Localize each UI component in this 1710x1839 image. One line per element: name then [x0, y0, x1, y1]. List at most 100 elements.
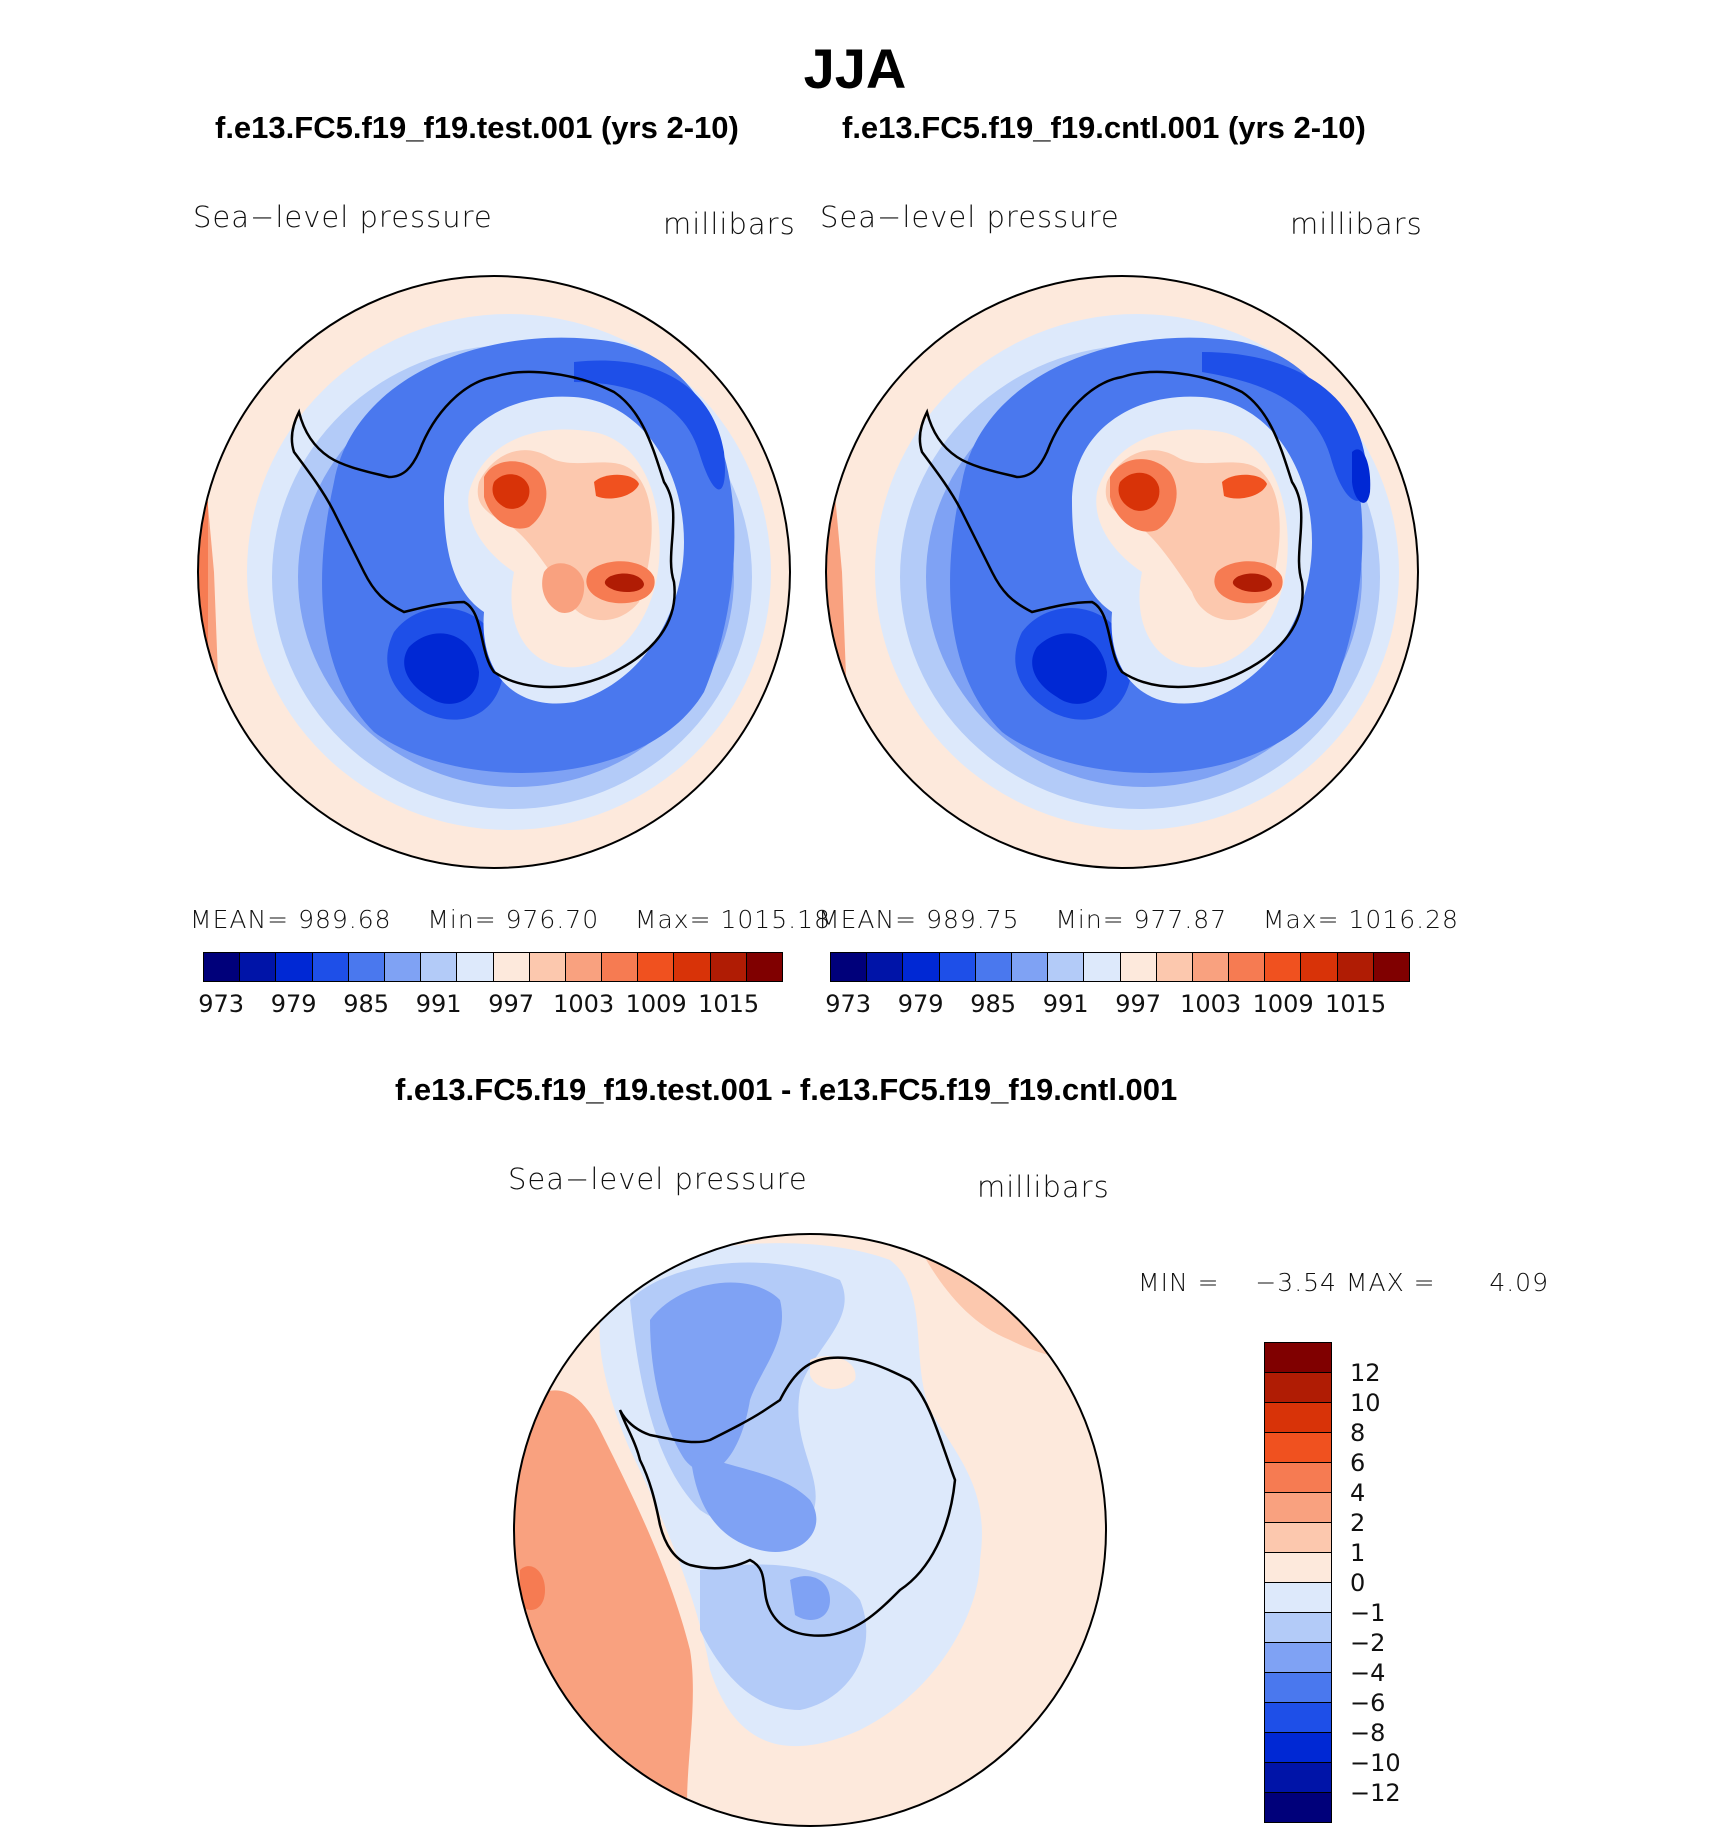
colorbar-swatch	[1265, 1433, 1331, 1463]
diff-max-value: 4.09	[1489, 1268, 1549, 1297]
panel-1-variable-label: Sea−level pressure	[193, 200, 493, 234]
panel-1-max-value: 1015.18	[720, 905, 831, 934]
panel-2-min-value: 977.87	[1133, 905, 1228, 934]
colorbar-swatch	[1301, 953, 1338, 981]
diff-colorbar	[1264, 1342, 1332, 1823]
colorbar-swatch	[1265, 1553, 1331, 1583]
colorbar-swatch	[746, 953, 782, 981]
colorbar-tick-label: −10	[1350, 1749, 1401, 1777]
figure-title: JJA	[803, 37, 907, 100]
map-fill-low-min	[404, 633, 479, 704]
colorbar-swatch	[565, 953, 603, 981]
panel-1-max-label: Max=	[634, 905, 712, 934]
diff-map	[513, 1233, 1107, 1827]
panel-2-stats: MEAN= 989.75 Min= 977.87 Max= 1016.28	[818, 905, 1459, 934]
panel-1-map	[197, 275, 791, 869]
colorbar-swatch	[710, 953, 747, 981]
colorbar-tick-label: 0	[1350, 1569, 1366, 1597]
colorbar-tick-label: 979	[897, 990, 944, 1018]
colorbar-swatch	[384, 953, 422, 981]
colorbar-swatch	[1265, 1703, 1331, 1733]
panel-1-colorbar	[203, 952, 783, 982]
colorbar-swatch	[1192, 953, 1230, 981]
colorbar-swatch	[1265, 1793, 1331, 1822]
map-fill-high-b-core	[1232, 573, 1272, 592]
colorbar-tick-label: 2	[1350, 1509, 1366, 1537]
colorbar-swatch	[1265, 1493, 1331, 1523]
colorbar-tick-label: −6	[1350, 1689, 1386, 1717]
colorbar-swatch	[1265, 1523, 1331, 1553]
map-fill-high-d	[542, 563, 585, 613]
map-border	[513, 1233, 1107, 1827]
map-fill-high-c	[594, 474, 639, 499]
colorbar-tick-label: 1009	[1252, 990, 1314, 1018]
panel-2-mean-label: MEAN=	[818, 905, 918, 934]
antarctica-coastline	[618, 1356, 957, 1637]
diff-min-value: −3.54	[1255, 1268, 1337, 1297]
colorbar-tick-label: 8	[1350, 1419, 1366, 1447]
colorbar-tick-label: 985	[970, 990, 1017, 1018]
colorbar-tick-label: 985	[343, 990, 390, 1018]
colorbar-swatch	[1265, 1343, 1331, 1373]
colorbar-tick-label: 1003	[553, 990, 615, 1018]
colorbar-swatch	[1265, 1673, 1331, 1703]
map-fill-high-a-core	[1118, 472, 1160, 511]
colorbar-swatch	[240, 953, 277, 981]
colorbar-tick-label: 12	[1350, 1359, 1381, 1387]
panel-2-colorbar-ticks: 973 979 985 991 997 1003 1009 1015	[825, 990, 1408, 1020]
colorbar-swatch	[1011, 953, 1049, 981]
panel-1-mean-value: 989.68	[298, 905, 392, 934]
colorbar-swatch	[1265, 1583, 1331, 1613]
map-fill-low-core-east	[574, 360, 725, 490]
panel-2-mean-value: 989.75	[926, 905, 1020, 934]
colorbar-swatch	[1265, 1763, 1331, 1793]
colorbar-tick-label: −1	[1350, 1599, 1386, 1627]
colorbar-swatch	[1265, 1403, 1331, 1433]
colorbar-tick-label: 1003	[1180, 990, 1242, 1018]
map-fill-high-b-core	[604, 573, 644, 592]
antarctica-coastline	[918, 370, 1304, 689]
panel-1-min-label: Min=	[427, 905, 497, 934]
colorbar-tick-label: 1015	[1325, 990, 1387, 1018]
colorbar-swatch	[1084, 953, 1121, 981]
diff-stats: MIN = −3.54 MAX = 4.09	[1138, 1268, 1549, 1297]
panel-1-case-title: f.e13.FC5.f19_f19.test.001 (yrs 2-10)	[215, 110, 739, 145]
colorbar-swatch	[831, 953, 868, 981]
colorbar-tick-label: −8	[1350, 1719, 1386, 1747]
colorbar-swatch	[276, 953, 313, 981]
colorbar-tick-label: 1015	[698, 990, 760, 1018]
panel-2-min-label: Min=	[1055, 905, 1125, 934]
colorbar-swatch	[1229, 953, 1266, 981]
colorbar-swatch	[674, 953, 711, 981]
colorbar-swatch	[1048, 953, 1085, 981]
map-fill-peninsula-min	[690, 1450, 817, 1552]
colorbar-tick-label: 4	[1350, 1479, 1366, 1507]
diff-units-label: millibars	[977, 1170, 1110, 1204]
panel-2-map	[825, 275, 1419, 869]
colorbar-tick-label: 997	[1115, 990, 1162, 1018]
colorbar-swatch	[1265, 1643, 1331, 1673]
colorbar-swatch	[1265, 953, 1302, 981]
colorbar-swatch	[529, 953, 566, 981]
colorbar-swatch	[1265, 1373, 1331, 1403]
colorbar-swatch	[312, 953, 349, 981]
panel-2-max-value: 1016.28	[1348, 905, 1459, 934]
colorbar-swatch	[939, 953, 976, 981]
map-fill-north-min	[650, 1282, 783, 1472]
diff-min-label: MIN =	[1138, 1268, 1220, 1297]
map-fill-low-min-east	[1352, 449, 1371, 503]
colorbar-tick-label: 997	[488, 990, 535, 1018]
colorbar-swatch	[903, 953, 940, 981]
colorbar-tick-label: 973	[825, 990, 872, 1018]
panel-2-colorbar	[830, 952, 1410, 982]
colorbar-swatch	[1120, 953, 1157, 981]
map-fill-low-min	[1032, 633, 1107, 704]
colorbar-swatch	[1265, 1733, 1331, 1763]
colorbar-tick-label: 10	[1350, 1389, 1381, 1417]
colorbar-swatch	[1337, 953, 1374, 981]
colorbar-tick-label: 1009	[625, 990, 687, 1018]
map-fill-high-a-core	[492, 474, 530, 509]
diff-variable-label: Sea−level pressure	[508, 1162, 808, 1196]
colorbar-swatch	[602, 953, 639, 981]
colorbar-tick-label: −2	[1350, 1629, 1386, 1657]
